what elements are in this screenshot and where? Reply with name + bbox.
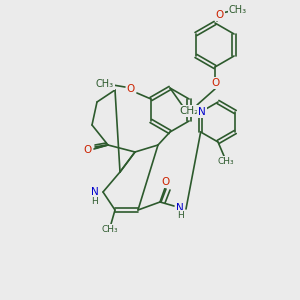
Text: O: O xyxy=(216,10,224,20)
Text: N: N xyxy=(198,107,206,117)
Text: O: O xyxy=(162,177,170,187)
Text: H: H xyxy=(92,196,98,206)
Text: O: O xyxy=(84,145,92,155)
Text: N: N xyxy=(176,203,184,213)
Text: CH₂: CH₂ xyxy=(179,106,199,116)
Text: H: H xyxy=(177,212,183,220)
Text: CH₃: CH₃ xyxy=(218,158,234,166)
Text: N: N xyxy=(91,187,99,197)
Text: CH₃: CH₃ xyxy=(96,79,114,89)
Text: CH₃: CH₃ xyxy=(229,5,247,15)
Text: CH₃: CH₃ xyxy=(102,226,118,235)
Text: O: O xyxy=(211,78,219,88)
Text: O: O xyxy=(127,84,135,94)
